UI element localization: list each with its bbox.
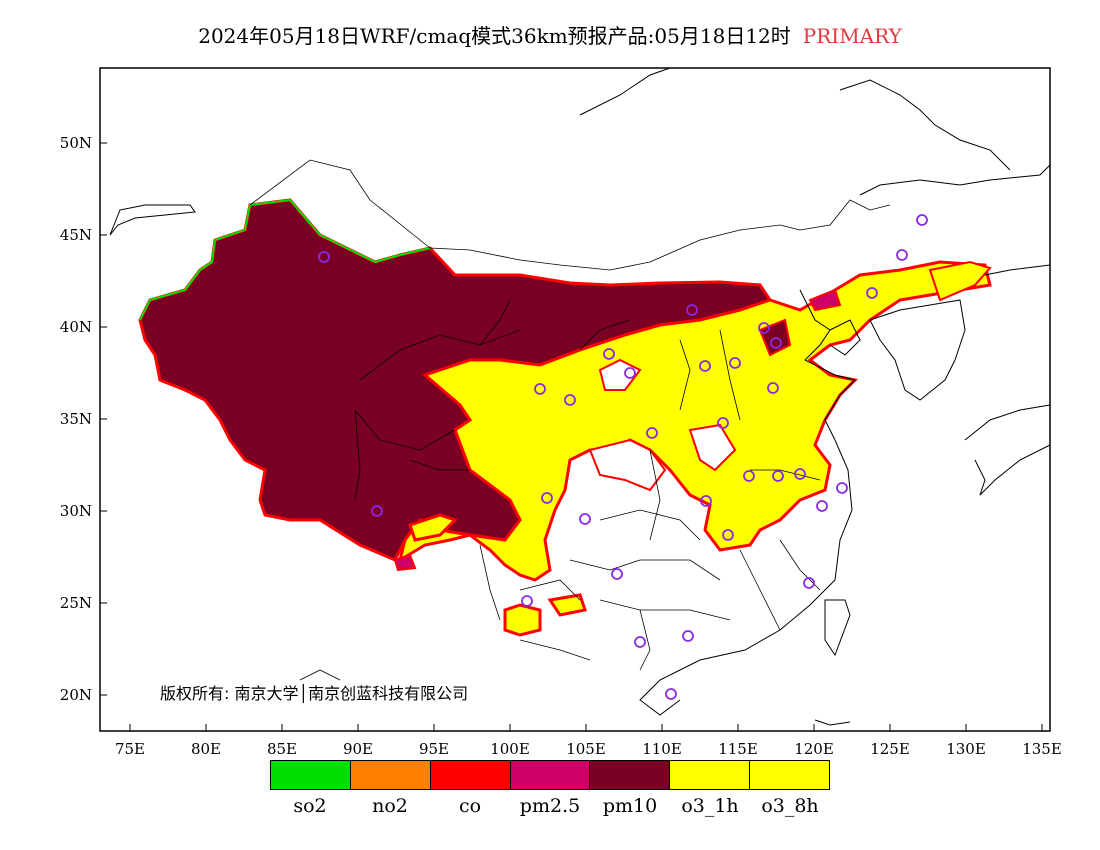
lon-label: 75E — [114, 740, 146, 758]
lat-label: 35N — [59, 410, 92, 428]
circle-icon — [896, 249, 908, 261]
o3-northeast-band — [928, 260, 992, 302]
map-frame — [99, 67, 1051, 732]
legend-label-o3-8h: o3_8h — [761, 795, 819, 817]
legend-swatch-o3-8h — [750, 761, 830, 789]
title-text: 2024年05月18日WRF/cmaq模式36km预报产品:05月18日12时 — [198, 24, 791, 48]
pm25-patch-northeast — [808, 288, 842, 312]
circle-icon — [803, 577, 815, 589]
lat-label: 45N — [59, 226, 92, 244]
lon-label: 85E — [266, 740, 298, 758]
lon-label: 90E — [342, 740, 374, 758]
legend-label-so2: so2 — [293, 795, 327, 817]
circle-icon — [682, 630, 694, 642]
circle-icon — [758, 322, 770, 334]
lon-label: 110E — [642, 740, 682, 758]
legend-label-co: co — [458, 795, 482, 817]
legend-label-pm25: pm2.5 — [519, 795, 581, 817]
lon-label: 105E — [566, 740, 606, 758]
title-tag: PRIMARY — [802, 24, 902, 48]
pm25-patch-tibet-south — [393, 553, 417, 572]
lon-label: 100E — [490, 740, 530, 758]
circle-icon — [743, 470, 755, 482]
copyright-notice: 版权所有: 南京大学│南京创蓝科技有限公司 — [160, 684, 469, 703]
circle-icon — [634, 636, 646, 648]
legend-swatch-o3-1h — [670, 761, 751, 789]
lon-label: 130E — [946, 740, 986, 758]
circle-icon — [836, 482, 848, 494]
o3-patch-south-1 — [503, 603, 542, 637]
circle-icon — [603, 348, 615, 360]
legend-swatch-so2 — [271, 761, 351, 789]
circle-icon — [646, 427, 658, 439]
lon-label: 80E — [190, 740, 222, 758]
circle-icon — [729, 357, 741, 369]
legend-colorbar — [270, 760, 830, 790]
circle-icon — [541, 492, 553, 504]
lat-label: 30N — [59, 502, 92, 520]
circle-icon — [371, 505, 383, 517]
circle-icon — [624, 367, 636, 379]
lat-label: 25N — [59, 594, 92, 612]
province-borders — [249, 159, 891, 681]
coastlines — [109, 67, 1051, 726]
legend-swatch-pm10 — [590, 761, 671, 789]
clean-area-2 — [588, 438, 667, 492]
lat-label: 40N — [59, 318, 92, 336]
circle-icon — [772, 470, 784, 482]
lat-label: 20N — [59, 686, 92, 704]
pm10-outline-green — [139, 198, 431, 321]
circle-icon — [794, 468, 806, 480]
circle-icon — [521, 595, 533, 607]
legend-label-no2: no2 — [372, 795, 408, 817]
lon-label: 115E — [718, 740, 758, 758]
legend-swatch-no2 — [350, 761, 431, 789]
legend-swatch-co — [430, 761, 511, 789]
legend-label-o3-1h: o3_1h — [681, 795, 739, 817]
o3-patch-south-2 — [547, 593, 587, 617]
lat-label: 50N — [59, 134, 92, 152]
circle-icon — [767, 382, 779, 394]
circle-icon — [717, 417, 729, 429]
circle-icon — [564, 394, 576, 406]
circle-icon — [579, 513, 591, 525]
legend-labels: so2 no2 co pm2.5 pm10 o3_1h o3_8h — [270, 795, 830, 817]
circle-icon — [770, 337, 782, 349]
legend-label-pm10: pm10 — [602, 795, 658, 817]
circle-icon — [611, 568, 623, 580]
legend-swatch-pm25 — [510, 761, 591, 789]
lon-label: 125E — [870, 740, 910, 758]
circle-icon — [866, 287, 878, 299]
circle-icon — [700, 495, 712, 507]
o3-region — [397, 260, 992, 582]
circle-icon — [318, 251, 330, 263]
clean-area-3 — [688, 423, 737, 472]
city-markers — [318, 214, 928, 700]
circle-icon — [699, 360, 711, 372]
map-title: 2024年05月18日WRF/cmaq模式36km预报产品:05月18日12时 P… — [0, 20, 1100, 49]
circle-icon — [916, 214, 928, 226]
circle-icon — [665, 688, 677, 700]
lon-label: 95E — [418, 740, 450, 758]
circle-icon — [816, 500, 828, 512]
axis-ticks — [100, 142, 1043, 731]
circle-icon — [722, 529, 734, 541]
circle-icon — [686, 304, 698, 316]
lon-label: 135E — [1022, 740, 1062, 758]
circle-icon — [534, 383, 546, 395]
lon-label: 120E — [794, 740, 834, 758]
o3-patch-south-3 — [408, 513, 458, 542]
